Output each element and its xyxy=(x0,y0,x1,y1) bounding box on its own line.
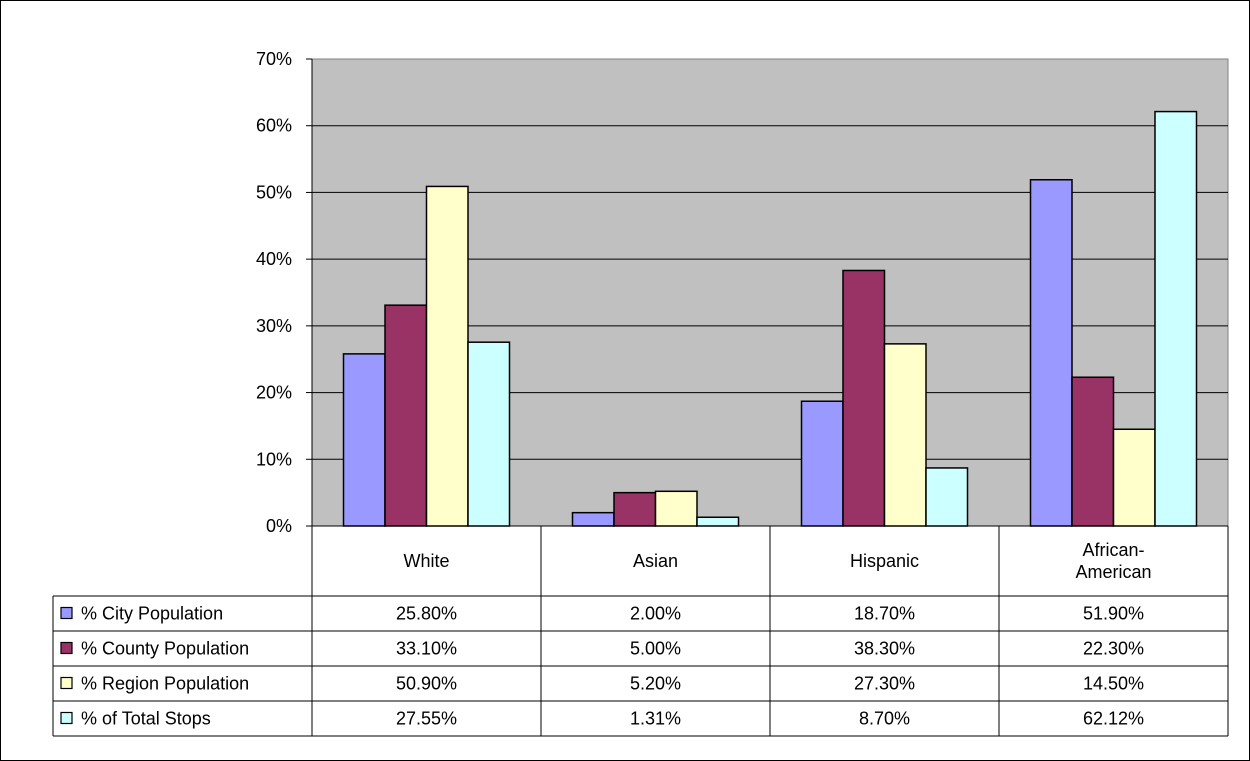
bar-city-population-asian xyxy=(571,511,615,527)
bar-county-population-african-american xyxy=(1071,376,1115,527)
data-table: White Asian Hispanic African-American % City… xyxy=(52,526,1229,737)
legend-key-county-population xyxy=(60,641,73,655)
legend-label-region-population: % Region Population xyxy=(81,674,249,694)
category-label-hispanic: Hispanic xyxy=(850,551,919,571)
data-label-county-population-white: 33.10% xyxy=(396,639,457,659)
y-tick-label: 20% xyxy=(256,383,292,403)
legend-label-city-population: % City Population xyxy=(81,604,223,624)
data-label-county-population-african-american: 22.30% xyxy=(1083,639,1144,659)
data-label-city-population-asian: 2.00% xyxy=(630,604,681,624)
bar-region-population-hispanic xyxy=(883,343,927,527)
data-label-city-population-african-american: 51.90% xyxy=(1083,604,1144,624)
bar-region-population-white xyxy=(425,185,469,527)
y-tick-label: 70% xyxy=(256,49,292,69)
y-tick-label: 0% xyxy=(266,516,292,536)
data-label-of-total-stops-african-american: 62.12% xyxy=(1083,709,1144,729)
legend-label-county-population: % County Population xyxy=(81,639,249,659)
data-label-region-population-african-american: 14.50% xyxy=(1083,674,1144,694)
bar-region-population-african-american xyxy=(1112,428,1156,527)
y-tick-label: 60% xyxy=(256,116,292,136)
legend-label-of-total-stops: % of Total Stops xyxy=(81,709,211,729)
bar-city-population-white xyxy=(342,353,386,527)
data-label-region-population-white: 50.90% xyxy=(396,674,457,694)
y-tick-label: 50% xyxy=(256,182,292,202)
bar-city-population-hispanic xyxy=(800,400,844,527)
legend-key-city-population xyxy=(60,606,73,620)
bar-region-population-asian xyxy=(654,490,698,527)
bar-city-population-african-american xyxy=(1029,179,1073,527)
data-label-of-total-stops-hispanic: 8.70% xyxy=(859,709,910,729)
data-label-region-population-asian: 5.20% xyxy=(630,674,681,694)
bar-of-total-stops-hispanic xyxy=(925,467,969,527)
data-label-county-population-asian: 5.00% xyxy=(630,639,681,659)
bar-county-population-asian xyxy=(613,491,657,527)
legend-key-of-total-stops xyxy=(60,711,73,725)
bar-county-population-hispanic xyxy=(842,269,886,527)
y-tick-label: 40% xyxy=(256,249,292,269)
bar-of-total-stops-asian xyxy=(696,516,740,527)
legend-key-region-population xyxy=(60,676,73,690)
data-label-region-population-hispanic: 27.30% xyxy=(854,674,915,694)
y-tick-label: 30% xyxy=(256,316,292,336)
bar-of-total-stops-white xyxy=(467,341,511,527)
category-label-african-american: African-American xyxy=(1075,540,1151,582)
data-label-county-population-hispanic: 38.30% xyxy=(854,639,915,659)
data-label-city-population-hispanic: 18.70% xyxy=(854,604,915,624)
bars xyxy=(342,110,1198,527)
bar-of-total-stops-african-american xyxy=(1154,110,1198,527)
bar-county-population-white xyxy=(384,304,428,527)
data-label-of-total-stops-asian: 1.31% xyxy=(630,709,681,729)
data-label-of-total-stops-white: 27.55% xyxy=(396,709,457,729)
category-label-asian: Asian xyxy=(633,551,678,571)
category-label-white: White xyxy=(403,551,449,571)
y-tick-label: 10% xyxy=(256,449,292,469)
data-label-city-population-white: 25.80% xyxy=(396,604,457,624)
